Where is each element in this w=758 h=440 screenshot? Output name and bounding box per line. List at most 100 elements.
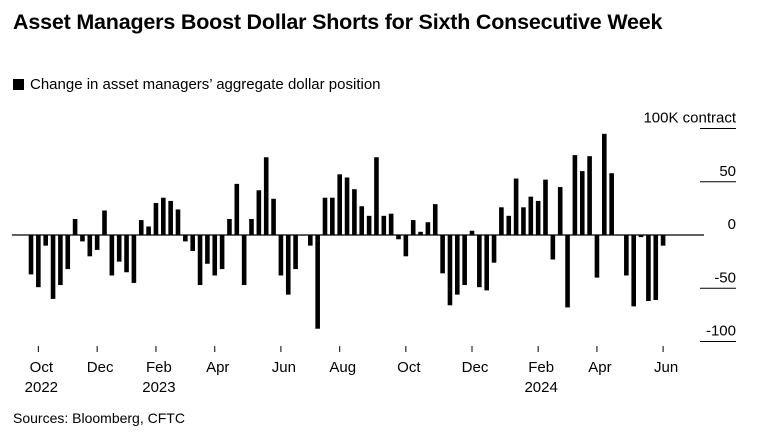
bar [491, 235, 497, 263]
bar [190, 235, 195, 251]
chart-title: Asset Managers Boost Dollar Shorts for S… [13, 10, 663, 34]
bar [109, 235, 115, 276]
bar [646, 235, 651, 302]
bar [300, 235, 306, 236]
bar [271, 198, 276, 235]
bar [72, 219, 78, 235]
legend-swatch [13, 79, 24, 90]
x-tick-label: Jun [272, 359, 296, 376]
bar [587, 156, 592, 235]
bar [102, 210, 107, 235]
x-tick-label: Dec [87, 359, 114, 376]
bar [506, 215, 512, 235]
bar [638, 235, 644, 238]
bar [381, 215, 387, 235]
bar [484, 235, 489, 291]
bar [58, 235, 63, 286]
y-tick-label: 100K contract [643, 110, 736, 127]
x-tick-label: Feb [146, 359, 172, 376]
bar [43, 235, 48, 246]
y-tick-label: 50 [719, 163, 736, 180]
bar [168, 200, 173, 235]
bar [227, 219, 232, 235]
bar [28, 235, 34, 275]
bar [153, 203, 159, 235]
bar [521, 207, 526, 235]
x-tick-year-label: 2023 [142, 379, 175, 396]
legend: Change in asset managers’ aggregate doll… [13, 76, 381, 94]
bar [609, 173, 614, 235]
bar [330, 197, 335, 235]
bar [138, 220, 144, 235]
bar [249, 219, 254, 235]
bar [469, 230, 475, 235]
bar [631, 235, 636, 307]
bar [366, 215, 372, 235]
bar [219, 235, 225, 270]
x-tick-label: Oct [30, 359, 54, 376]
bar [175, 209, 181, 235]
bar [161, 197, 166, 235]
bar [315, 235, 320, 329]
legend-label: Change in asset managers’ aggregate doll… [30, 76, 381, 93]
bar [344, 177, 350, 235]
bar [374, 157, 379, 235]
bar [499, 207, 504, 235]
bar [425, 222, 431, 235]
bar [418, 231, 423, 235]
bar [388, 213, 394, 235]
bar [212, 235, 218, 276]
bar [396, 235, 401, 240]
x-tick-label: Oct [397, 359, 421, 376]
bar [432, 204, 438, 235]
bar [124, 235, 129, 273]
bar [535, 200, 541, 235]
x-tick-year-label: 2022 [25, 379, 58, 396]
bar [241, 235, 247, 286]
bar [65, 235, 71, 270]
bar [447, 235, 453, 306]
source-note: Sources: Bloomberg, CFTC [13, 410, 185, 426]
bar [278, 235, 284, 276]
bar [455, 235, 460, 295]
bar [359, 206, 365, 235]
bar [572, 155, 578, 236]
bar [579, 171, 585, 235]
bar [565, 235, 570, 308]
bar [543, 179, 548, 235]
bar [594, 235, 600, 278]
bar [80, 235, 85, 242]
x-tick-label: Feb [528, 359, 554, 376]
bar [550, 235, 556, 260]
bar [36, 235, 41, 288]
bar [602, 133, 607, 235]
bar [513, 178, 519, 236]
x-tick-label: Apr [588, 359, 611, 376]
bar [87, 235, 93, 257]
bar [352, 189, 357, 235]
bar [653, 235, 659, 300]
y-tick-label: -50 [714, 269, 736, 286]
bar [256, 190, 262, 235]
bar [410, 220, 416, 235]
bar [477, 235, 482, 288]
x-tick-label: Aug [329, 359, 356, 376]
bar [322, 197, 328, 235]
bar [116, 235, 122, 262]
bar [197, 235, 203, 286]
bar [462, 235, 467, 286]
bar [205, 235, 210, 264]
bar [308, 235, 313, 246]
bar [50, 235, 56, 299]
bar [94, 235, 100, 250]
x-tick-year-label: 2024 [524, 379, 557, 396]
bar [616, 235, 622, 236]
bar [263, 157, 269, 235]
bar [660, 235, 666, 246]
bar [183, 235, 188, 242]
bar [557, 187, 563, 235]
bar [131, 235, 137, 283]
bar [403, 235, 409, 257]
x-tick-label: Apr [206, 359, 229, 376]
